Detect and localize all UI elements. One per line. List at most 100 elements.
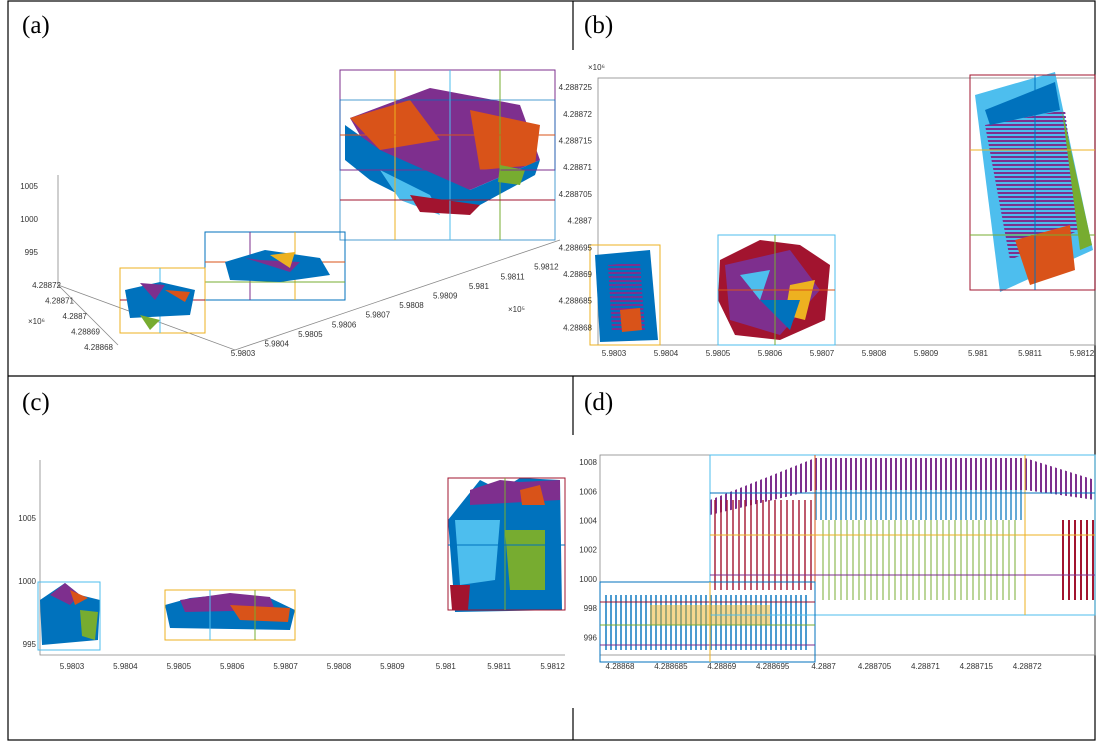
axis [39,460,565,656]
x-tick-label: 4.28868 [606,662,635,671]
x-tick-label: 5.981 [968,349,989,358]
cloud [505,530,545,590]
cloud [140,315,160,330]
y-tick-label: 4.28869 [71,328,100,337]
y-tick-label: 1000 [579,575,597,584]
x-tick-label: 5.9808 [862,349,887,358]
cloud [740,270,770,300]
cloud [70,590,88,605]
x-tick-label: 5.9804 [113,662,138,671]
x-tick-label: 5.9811 [501,272,525,281]
y-tick-label: 1006 [579,487,597,496]
x-tick-label: 4.288705 [858,662,892,671]
axis-exponent: ×10⁶ [588,63,605,72]
x-tick-label: 4.28871 [911,662,940,671]
y-tick-label: 4.28872 [32,281,61,290]
wireframe [447,477,566,611]
y-tick-label: 4.28869 [563,270,592,279]
y-tick-label: 998 [584,604,598,613]
cloud [620,308,642,332]
cloud [1062,110,1092,250]
y-tick-label: 996 [584,633,598,642]
cloud [815,490,1025,520]
y-tick-label: 4.288685 [559,297,593,306]
y-tick-label: 1004 [579,517,597,526]
wireframe [589,244,661,346]
cloud [1060,520,1095,600]
panel-label: (b) [584,12,613,39]
x-tick-label: 4.28872 [1013,662,1042,671]
x-tick-label: 5.9803 [231,349,256,358]
x-tick-label: 5.9812 [1070,349,1095,358]
y-tick-label: 4.28871 [563,163,592,172]
x-tick-label: 5.9812 [540,662,565,671]
plot-d [599,454,1096,663]
cloud [270,252,295,268]
x-tick-label: 5.9805 [298,330,323,339]
axis [57,284,119,346]
z-tick-label: 1000 [20,215,38,224]
x-tick-label: 5.9804 [654,349,679,358]
cloud [820,520,1020,600]
y-tick-label: 4.28868 [84,343,113,352]
wireframe [37,581,101,651]
x-tick-label: 5.9812 [534,263,559,272]
plot-c [37,460,566,656]
wireframe [339,69,556,241]
x-tick-label: 5.9811 [487,662,511,671]
x-tick-label: 5.9803 [602,349,627,358]
x-tick-label: 5.9808 [327,662,352,671]
x-tick-label: 4.2887 [811,662,836,671]
y-tick-label: 4.288715 [559,137,593,146]
x-tick-label: 5.9803 [60,662,85,671]
y-tick-label: 1002 [579,546,597,555]
y-tick-label: 1008 [579,458,597,467]
cloud [470,110,540,170]
x-tick-label: 5.9808 [399,301,424,310]
axis-exponent: ×10⁶ [28,317,45,326]
z-tick-label: 995 [25,248,39,257]
x-tick-label: 5.9806 [758,349,783,358]
panel-label: (a) [22,12,50,39]
x-tick-label: 5.9806 [332,320,357,329]
figure-border [7,0,1096,741]
x-tick-label: 5.9805 [706,349,731,358]
cloud [1015,225,1075,285]
y-tick-label: 4.2887 [63,312,88,321]
cloud [455,520,500,585]
cloud [760,300,800,330]
cloud [985,110,1080,260]
wireframe [599,454,1096,663]
y-tick-label: 1005 [18,514,36,523]
cloud [50,583,80,605]
x-tick-label: 4.288715 [960,662,994,671]
x-tick-label: 5.9805 [167,662,192,671]
axis-exponent: ×10⁵ [508,305,525,314]
z-tick-label: 1005 [20,182,38,191]
panel-label: (d) [584,389,613,416]
wireframe [717,234,836,346]
plot-a [57,69,561,351]
cloud [710,458,1095,515]
x-tick-label: 4.288685 [654,662,688,671]
y-tick-label: 4.2887 [568,217,593,226]
x-tick-label: 5.9804 [264,340,289,349]
cloud [520,485,545,505]
cloud [450,585,470,610]
y-tick-label: 4.28872 [563,110,592,119]
cloud [985,82,1060,125]
x-tick-label: 5.981 [469,282,490,291]
y-tick-label: 4.288725 [559,83,593,92]
plot-b [589,72,1096,346]
x-tick-label: 5.9807 [366,311,391,320]
x-tick-label: 5.9809 [433,292,458,301]
y-tick-label: 4.28871 [45,297,74,306]
x-tick-label: 5.981 [436,662,457,671]
x-tick-label: 5.9807 [273,662,298,671]
cloud [80,610,98,640]
y-tick-label: 4.288705 [559,190,593,199]
x-tick-label: 5.9809 [914,349,939,358]
cloud [140,283,165,300]
x-tick-label: 5.9809 [380,662,405,671]
